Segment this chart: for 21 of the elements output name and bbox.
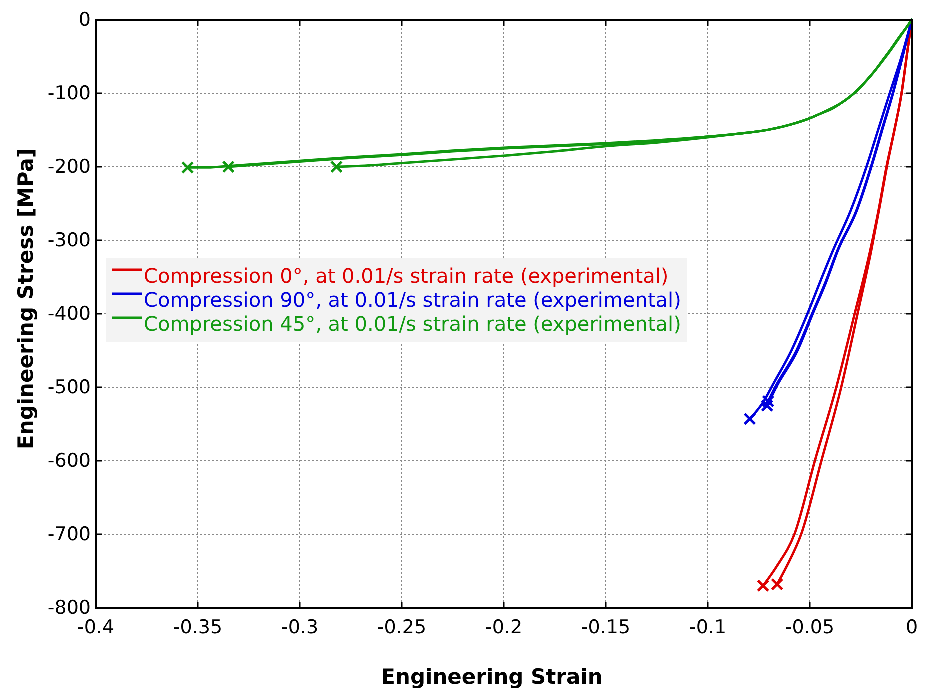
y-tick-label: -400: [48, 303, 91, 326]
legend-label: Compression 45°, at 0.01/s strain rate (experimental): [144, 312, 682, 336]
y-tick-label: 0: [78, 9, 91, 32]
y-tick-label: -200: [48, 156, 91, 178]
y-tick-label: -600: [48, 450, 91, 472]
legend-label: Compression 90°, at 0.01/s strain rate (experimental): [144, 288, 682, 312]
x-tick-label: -0.35: [173, 616, 223, 638]
x-tick-label: -0.2: [485, 616, 523, 638]
legend-label: Compression 0°, at 0.01/s strain rate (experimental): [144, 264, 669, 288]
x-tick-label: -0.25: [377, 616, 427, 638]
x-tick-label: -0.05: [785, 616, 835, 638]
y-tick-label: -100: [48, 82, 91, 105]
x-tick-label: 0: [906, 616, 918, 638]
y-tick-label: -300: [48, 230, 91, 252]
x-tick-label: -0.15: [581, 616, 631, 638]
y-tick-label: -700: [48, 524, 91, 546]
x-axis-title: Engineering Strain: [381, 665, 603, 689]
x-tick-label: -0.1: [689, 616, 727, 638]
y-axis-title: Engineering Stress [MPa]: [14, 148, 38, 450]
x-tick-label: -0.3: [281, 616, 319, 638]
y-tick-label: -500: [48, 376, 91, 399]
